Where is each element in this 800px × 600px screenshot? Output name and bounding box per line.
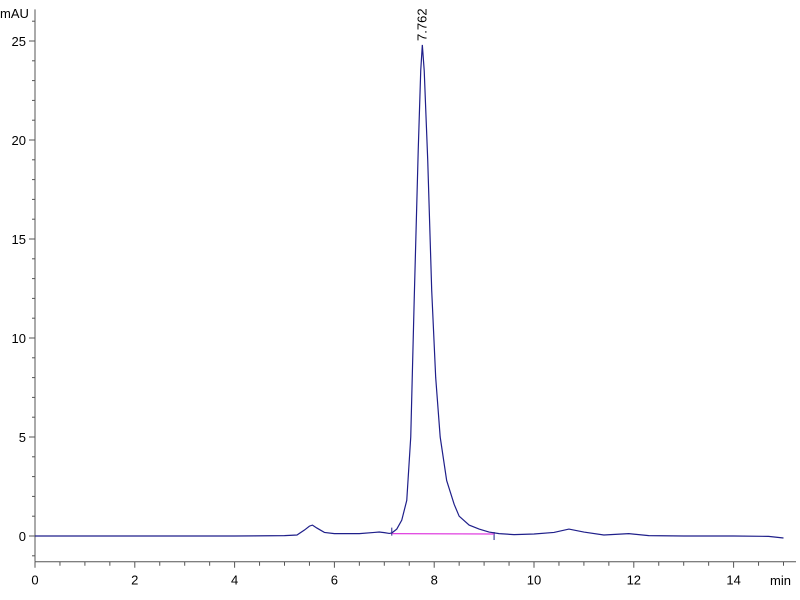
x-tick-label: 6 xyxy=(331,573,338,588)
x-tick-label: 4 xyxy=(231,573,238,588)
y-tick-label: 10 xyxy=(12,331,26,346)
y-tick-label: 0 xyxy=(19,529,26,544)
peak-label: 7.762 xyxy=(414,8,429,41)
y-tick-label: 25 xyxy=(12,34,26,49)
ticks: 0 5 10 15 20 25 0 2 4 6 8 10 12 14 xyxy=(12,20,784,588)
x-tick-label: 14 xyxy=(726,573,740,588)
x-tick-label: 12 xyxy=(627,573,641,588)
annotations: 7.762 xyxy=(414,8,429,41)
x-tick-label: 0 xyxy=(31,573,38,588)
y-tick-label: 20 xyxy=(12,133,26,148)
axes xyxy=(34,9,796,563)
x-axis-label: min xyxy=(770,573,791,588)
x-tick-label: 2 xyxy=(131,573,138,588)
x-tick-label: 10 xyxy=(527,573,541,588)
y-tick-label: 5 xyxy=(19,430,26,445)
y-axis-label: mAU xyxy=(0,6,29,21)
x-tick-label: 8 xyxy=(431,573,438,588)
chromatogram-trace xyxy=(35,44,784,539)
y-tick-label: 15 xyxy=(12,232,26,247)
